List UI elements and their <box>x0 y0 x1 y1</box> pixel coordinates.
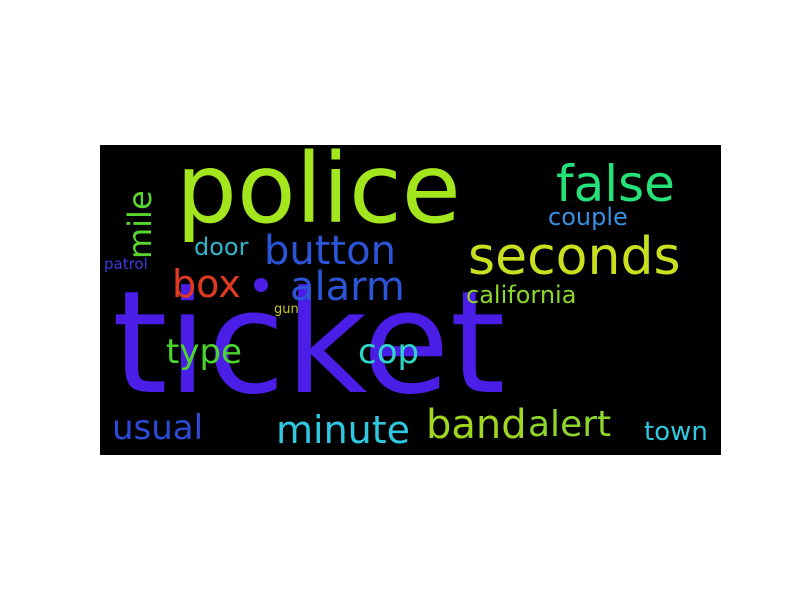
word-false: false <box>556 155 675 213</box>
word-ticket: ticket <box>112 261 506 426</box>
word-patrol: patrol <box>104 255 148 273</box>
word-type: type <box>166 332 242 372</box>
word-mile: mile <box>121 190 159 259</box>
word-minute: minute <box>276 408 411 452</box>
word-seconds: seconds <box>468 227 681 287</box>
word-couple: couple <box>548 203 628 231</box>
word-usual: usual <box>112 408 204 448</box>
word-cop: cop <box>358 332 420 372</box>
word-town: town <box>644 417 708 447</box>
word-alarm: alarm <box>290 264 405 310</box>
decorative-dot <box>254 278 268 292</box>
word-alert: alert <box>528 404 612 445</box>
word-button: button <box>264 228 396 274</box>
word-california: california <box>466 281 577 309</box>
word-police: police <box>176 145 461 245</box>
word-band: band <box>426 402 527 448</box>
word-cloud: ticket police false seconds button alarm… <box>100 145 721 455</box>
word-door: door <box>194 233 249 261</box>
word-box: box <box>172 262 241 306</box>
word-gun: gun <box>274 302 299 317</box>
